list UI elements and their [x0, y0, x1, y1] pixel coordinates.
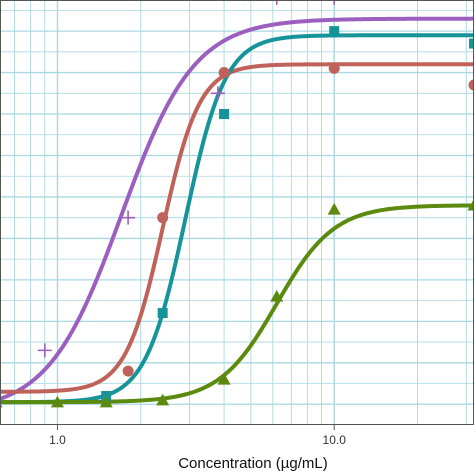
data-point-plus: [37, 343, 52, 358]
data-point-square: [329, 26, 340, 37]
data-point-triangle: [327, 202, 341, 215]
data-point-plus: [121, 210, 136, 225]
fit-curve-2: [0, 62, 474, 394]
data-point-square: [157, 308, 168, 319]
data-point-triangle: [50, 395, 64, 408]
data-point-circle: [122, 365, 134, 377]
data-point-plus: [333, 0, 336, 5]
x-tick-label: 1.0: [49, 433, 66, 447]
x-axis-title: Concentration (µg/mL): [178, 455, 328, 472]
data-point-triangle: [217, 372, 231, 385]
data-point-plus: [210, 86, 225, 101]
data-point-triangle: [99, 395, 113, 408]
data-point-triangle: [467, 198, 474, 211]
data-point-plus: [275, 0, 278, 5]
fit-curve-1: [0, 16, 474, 401]
data-point-circle: [157, 212, 169, 224]
data-point-circle: [218, 67, 230, 79]
data-points: [0, 0, 474, 408]
data-point-square: [219, 109, 230, 120]
data-point-triangle: [270, 289, 284, 302]
data-point-circle: [468, 79, 474, 91]
data-point-triangle: [156, 393, 170, 406]
data-point-square: [469, 38, 474, 49]
gridlines: [0, 0, 474, 425]
data-point-circle: [328, 62, 340, 74]
fit-curve-4: [0, 203, 474, 405]
fit-curves: [0, 16, 474, 405]
x-axis: 1.0 10.0: [49, 425, 346, 447]
x-tick-label: 10.0: [323, 433, 347, 447]
